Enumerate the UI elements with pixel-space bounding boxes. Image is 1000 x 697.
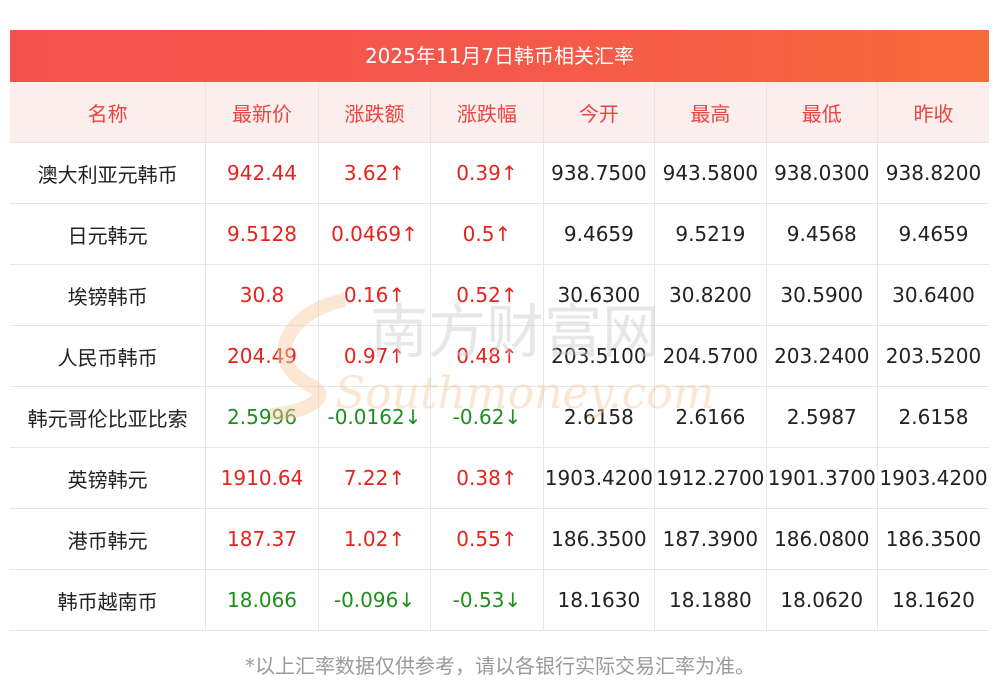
cell-low: 30.5900 — [766, 264, 879, 326]
cell-pct: 0.5↑ — [430, 203, 544, 265]
cell-latest: 9.5128 — [205, 203, 319, 265]
cell-open: 938.7500 — [543, 142, 656, 204]
currency-pair-name: 埃镑韩币 — [10, 264, 207, 326]
cell-change: 7.22↑ — [318, 447, 432, 509]
cell-open: 18.1630 — [543, 569, 656, 631]
cell-latest: 942.44 — [205, 142, 319, 204]
cell-high: 1912.2700 — [654, 447, 767, 509]
cell-change: 0.16↑ — [318, 264, 432, 326]
column-header: 涨跌幅 — [430, 82, 544, 143]
cell-high: 943.5800 — [654, 142, 767, 204]
cell-high: 187.3900 — [654, 508, 767, 570]
cell-change: 3.62↑ — [318, 142, 432, 204]
column-header: 最低 — [766, 82, 879, 143]
cell-latest: 2.5996 — [205, 386, 319, 448]
cell-change: -0.096↓ — [318, 569, 432, 631]
disclaimer: *以上汇率数据仅供参考，请以各银行实际交易汇率为准。 — [245, 654, 755, 678]
cell-low: 18.0620 — [766, 569, 879, 631]
cell-high: 18.1880 — [654, 569, 767, 631]
cell-pct: 0.55↑ — [430, 508, 544, 570]
cell-prev: 2.6158 — [877, 386, 989, 448]
exchange-rate-table: 名称 最新价 涨跌额 涨跌幅 今开 最高 最低 昨收 澳大利亚元韩币 942.44… — [10, 82, 989, 631]
column-header: 最新价 — [205, 82, 319, 143]
currency-pair-name: 澳大利亚元韩币 — [10, 142, 207, 204]
column-header: 昨收 — [877, 82, 989, 143]
cell-pct: -0.62↓ — [430, 386, 544, 448]
cell-latest: 204.49 — [205, 325, 319, 387]
currency-pair-name: 韩币越南币 — [10, 569, 207, 631]
cell-prev: 938.8200 — [877, 142, 989, 204]
column-header: 涨跌额 — [318, 82, 432, 143]
currency-pair-name: 韩元哥伦比亚比索 — [10, 386, 207, 448]
table-row: 人民币韩币 204.49 0.97↑ 0.48↑ 203.5100 204.5700 203… — [10, 325, 989, 387]
cell-pct: -0.53↓ — [430, 569, 544, 631]
cell-change: 0.0469↑ — [318, 203, 432, 265]
cell-prev: 18.1620 — [877, 569, 989, 631]
cell-high: 9.5219 — [654, 203, 767, 265]
cell-change: 0.97↑ — [318, 325, 432, 387]
cell-low: 186.0800 — [766, 508, 879, 570]
cell-open: 186.3500 — [543, 508, 656, 570]
column-header: 最高 — [654, 82, 767, 143]
cell-open: 9.4659 — [543, 203, 656, 265]
cell-pct: 0.39↑ — [430, 142, 544, 204]
cell-low: 9.4568 — [766, 203, 879, 265]
cell-low: 203.2400 — [766, 325, 879, 387]
table-row: 澳大利亚元韩币 942.44 3.62↑ 0.39↑ 938.7500 943.5800 9… — [10, 142, 989, 204]
cell-change: 1.02↑ — [318, 508, 432, 570]
cell-open: 203.5100 — [543, 325, 656, 387]
cell-open: 1903.4200 — [543, 447, 656, 509]
cell-prev: 186.3500 — [877, 508, 989, 570]
cell-low: 2.5987 — [766, 386, 879, 448]
cell-pct: 0.38↑ — [430, 447, 544, 509]
cell-pct: 0.48↑ — [430, 325, 544, 387]
cell-prev: 203.5200 — [877, 325, 989, 387]
currency-pair-name: 人民币韩币 — [10, 325, 207, 387]
table-row: 英镑韩元 1910.64 7.22↑ 0.38↑ 1903.4200 1912.2700 1… — [10, 447, 989, 509]
cell-latest: 187.37 — [205, 508, 319, 570]
table-row: 韩元哥伦比亚比索 2.5996 -0.0162↓ -0.62↓ 2.6158 2.6166… — [10, 386, 989, 448]
column-header: 名称 — [10, 82, 207, 143]
cell-high: 30.8200 — [654, 264, 767, 326]
table-title: 2025年11月7日韩币相关汇率 — [10, 30, 989, 82]
cell-latest: 18.066 — [205, 569, 319, 631]
cell-high: 204.5700 — [654, 325, 767, 387]
cell-high: 2.6166 — [654, 386, 767, 448]
cell-latest: 30.8 — [205, 264, 319, 326]
cell-latest: 1910.64 — [205, 447, 319, 509]
cell-open: 30.6300 — [543, 264, 656, 326]
currency-pair-name: 英镑韩元 — [10, 447, 207, 509]
table-row: 埃镑韩币 30.8 0.16↑ 0.52↑ 30.6300 30.8200 30.5900 3… — [10, 264, 989, 326]
cell-prev: 1903.4200 — [877, 447, 989, 509]
cell-change: -0.0162↓ — [318, 386, 432, 448]
cell-prev: 9.4659 — [877, 203, 989, 265]
cell-pct: 0.52↑ — [430, 264, 544, 326]
cell-prev: 30.6400 — [877, 264, 989, 326]
currency-pair-name: 日元韩元 — [10, 203, 207, 265]
cell-low: 938.0300 — [766, 142, 879, 204]
currency-pair-name: 港币韩元 — [10, 508, 207, 570]
cell-open: 2.6158 — [543, 386, 656, 448]
table-row: 日元韩元 9.5128 0.0469↑ 0.5↑ 9.4659 9.5219 9.4568 9… — [10, 203, 989, 265]
table-row: 韩币越南币 18.066 -0.096↓ -0.53↓ 18.1630 18.1880 18… — [10, 569, 989, 631]
cell-low: 1901.3700 — [766, 447, 879, 509]
table-row: 港币韩元 187.37 1.02↑ 0.55↑ 186.3500 187.3900 186.… — [10, 508, 989, 570]
column-header: 今开 — [543, 82, 656, 143]
rate-table-card: 2025年11月7日韩币相关汇率 名称 最新价 涨跌额 涨跌幅 今开 最高 最低… — [10, 30, 989, 631]
table-header-row: 名称 最新价 涨跌额 涨跌幅 今开 最高 最低 昨收 — [10, 82, 989, 143]
